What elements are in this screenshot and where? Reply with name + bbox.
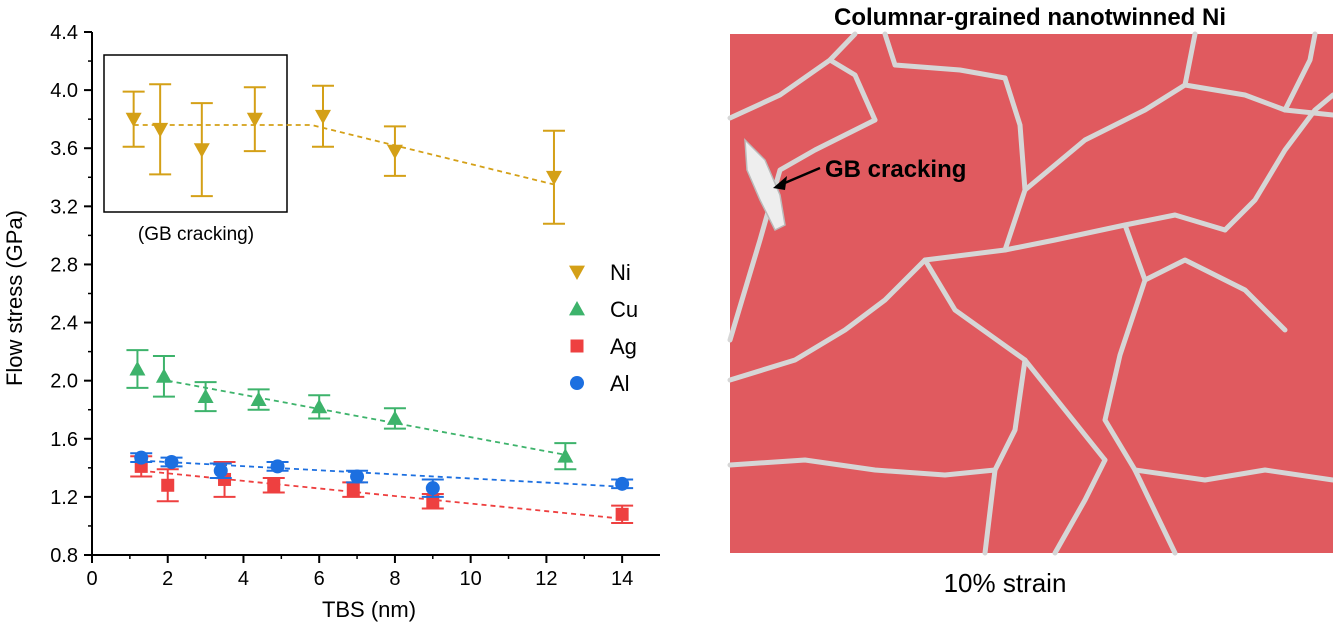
data-point-al <box>134 450 149 465</box>
data-point-ag <box>346 483 360 497</box>
trend-line-cu <box>167 379 566 456</box>
y-tick-label: 4.4 <box>50 22 78 44</box>
data-point-cu <box>386 410 403 425</box>
micrograph-title: Columnar-grained nanotwinned Ni <box>834 4 1226 31</box>
annotation-arrow <box>779 166 821 187</box>
grain-boundaries <box>727 31 1333 556</box>
trend-line-al <box>141 459 623 488</box>
data-point-al <box>164 455 179 470</box>
data-point-al <box>213 463 228 478</box>
y-axis-label: Flow stress (GPa) <box>2 210 27 386</box>
x-tick-label: 10 <box>460 568 482 590</box>
data-point-ni <box>152 122 169 138</box>
y-tick-label: 1.6 <box>50 429 78 451</box>
y-tick-label: 1.2 <box>50 487 78 509</box>
x-tick-label: 6 <box>314 568 325 590</box>
data-point-ni <box>246 112 263 128</box>
x-tick-label: 8 <box>389 568 400 590</box>
data-point-ni <box>193 143 210 158</box>
x-tick-label: 14 <box>611 568 633 590</box>
legend-marker-al <box>570 376 584 390</box>
data-point-ag <box>426 494 440 508</box>
legend-label-ag: Ag <box>610 334 637 359</box>
y-tick-label: 0.8 <box>50 545 78 567</box>
data-point-cu <box>311 398 328 414</box>
data-point-ag <box>267 478 281 492</box>
y-tick-label: 4.0 <box>50 80 78 102</box>
micrograph-caption: 10% strain <box>944 568 1067 598</box>
data-point-cu <box>129 361 146 376</box>
legend-marker-cu <box>569 301 585 316</box>
y-tick-label: 3.2 <box>50 196 78 218</box>
trend-line-ni <box>133 124 555 186</box>
data-point-al <box>270 459 285 474</box>
data-point-al <box>615 476 630 491</box>
inset-label: (GB cracking) <box>138 224 254 245</box>
data-point-cu <box>250 391 267 406</box>
micrograph-annotation: GB cracking <box>825 156 966 183</box>
legend-label-cu: Cu <box>610 297 638 322</box>
x-tick-label: 12 <box>535 568 557 590</box>
data-point-ni <box>386 144 403 160</box>
legend-label-ni: Ni <box>610 260 631 285</box>
y-tick-label: 2.8 <box>50 254 78 276</box>
legend-marker-ni <box>569 265 585 280</box>
data-point-ni <box>545 170 562 186</box>
data-point-cu <box>155 368 172 383</box>
x-tick-label: 4 <box>238 568 249 590</box>
micrograph-panel: Columnar-grained nanotwinned Ni GB crack… <box>727 4 1333 598</box>
x-tick-label: 2 <box>162 568 173 590</box>
data-point-ni <box>125 112 142 128</box>
y-tick-label: 2.0 <box>50 371 78 393</box>
y-tick-label: 3.6 <box>50 138 78 160</box>
annotation-arrowhead <box>773 176 787 190</box>
x-axis-label: TBS (nm) <box>322 597 416 622</box>
legend-label-al: Al <box>610 371 630 396</box>
y-tick-label: 2.4 <box>50 313 78 335</box>
micrograph-image <box>730 34 1333 553</box>
flow-stress-chart: 0 2 4 6 8 10 12 14 0.8 1.2 1.6 2.0 2.4 2.8 3.2 3.6 4.0 4.… <box>2 22 660 622</box>
data-point-al <box>425 481 440 496</box>
data-point-cu <box>557 448 574 463</box>
data-point-cu <box>197 388 214 404</box>
x-tick-label: 0 <box>86 568 97 590</box>
inset-box <box>103 54 288 213</box>
legend-marker-ag <box>570 339 584 353</box>
data-point-ag <box>615 507 629 521</box>
data-point-ni <box>314 109 331 125</box>
data-point-ag <box>161 478 175 492</box>
data-point-al <box>350 469 365 484</box>
crack-region <box>744 138 786 232</box>
